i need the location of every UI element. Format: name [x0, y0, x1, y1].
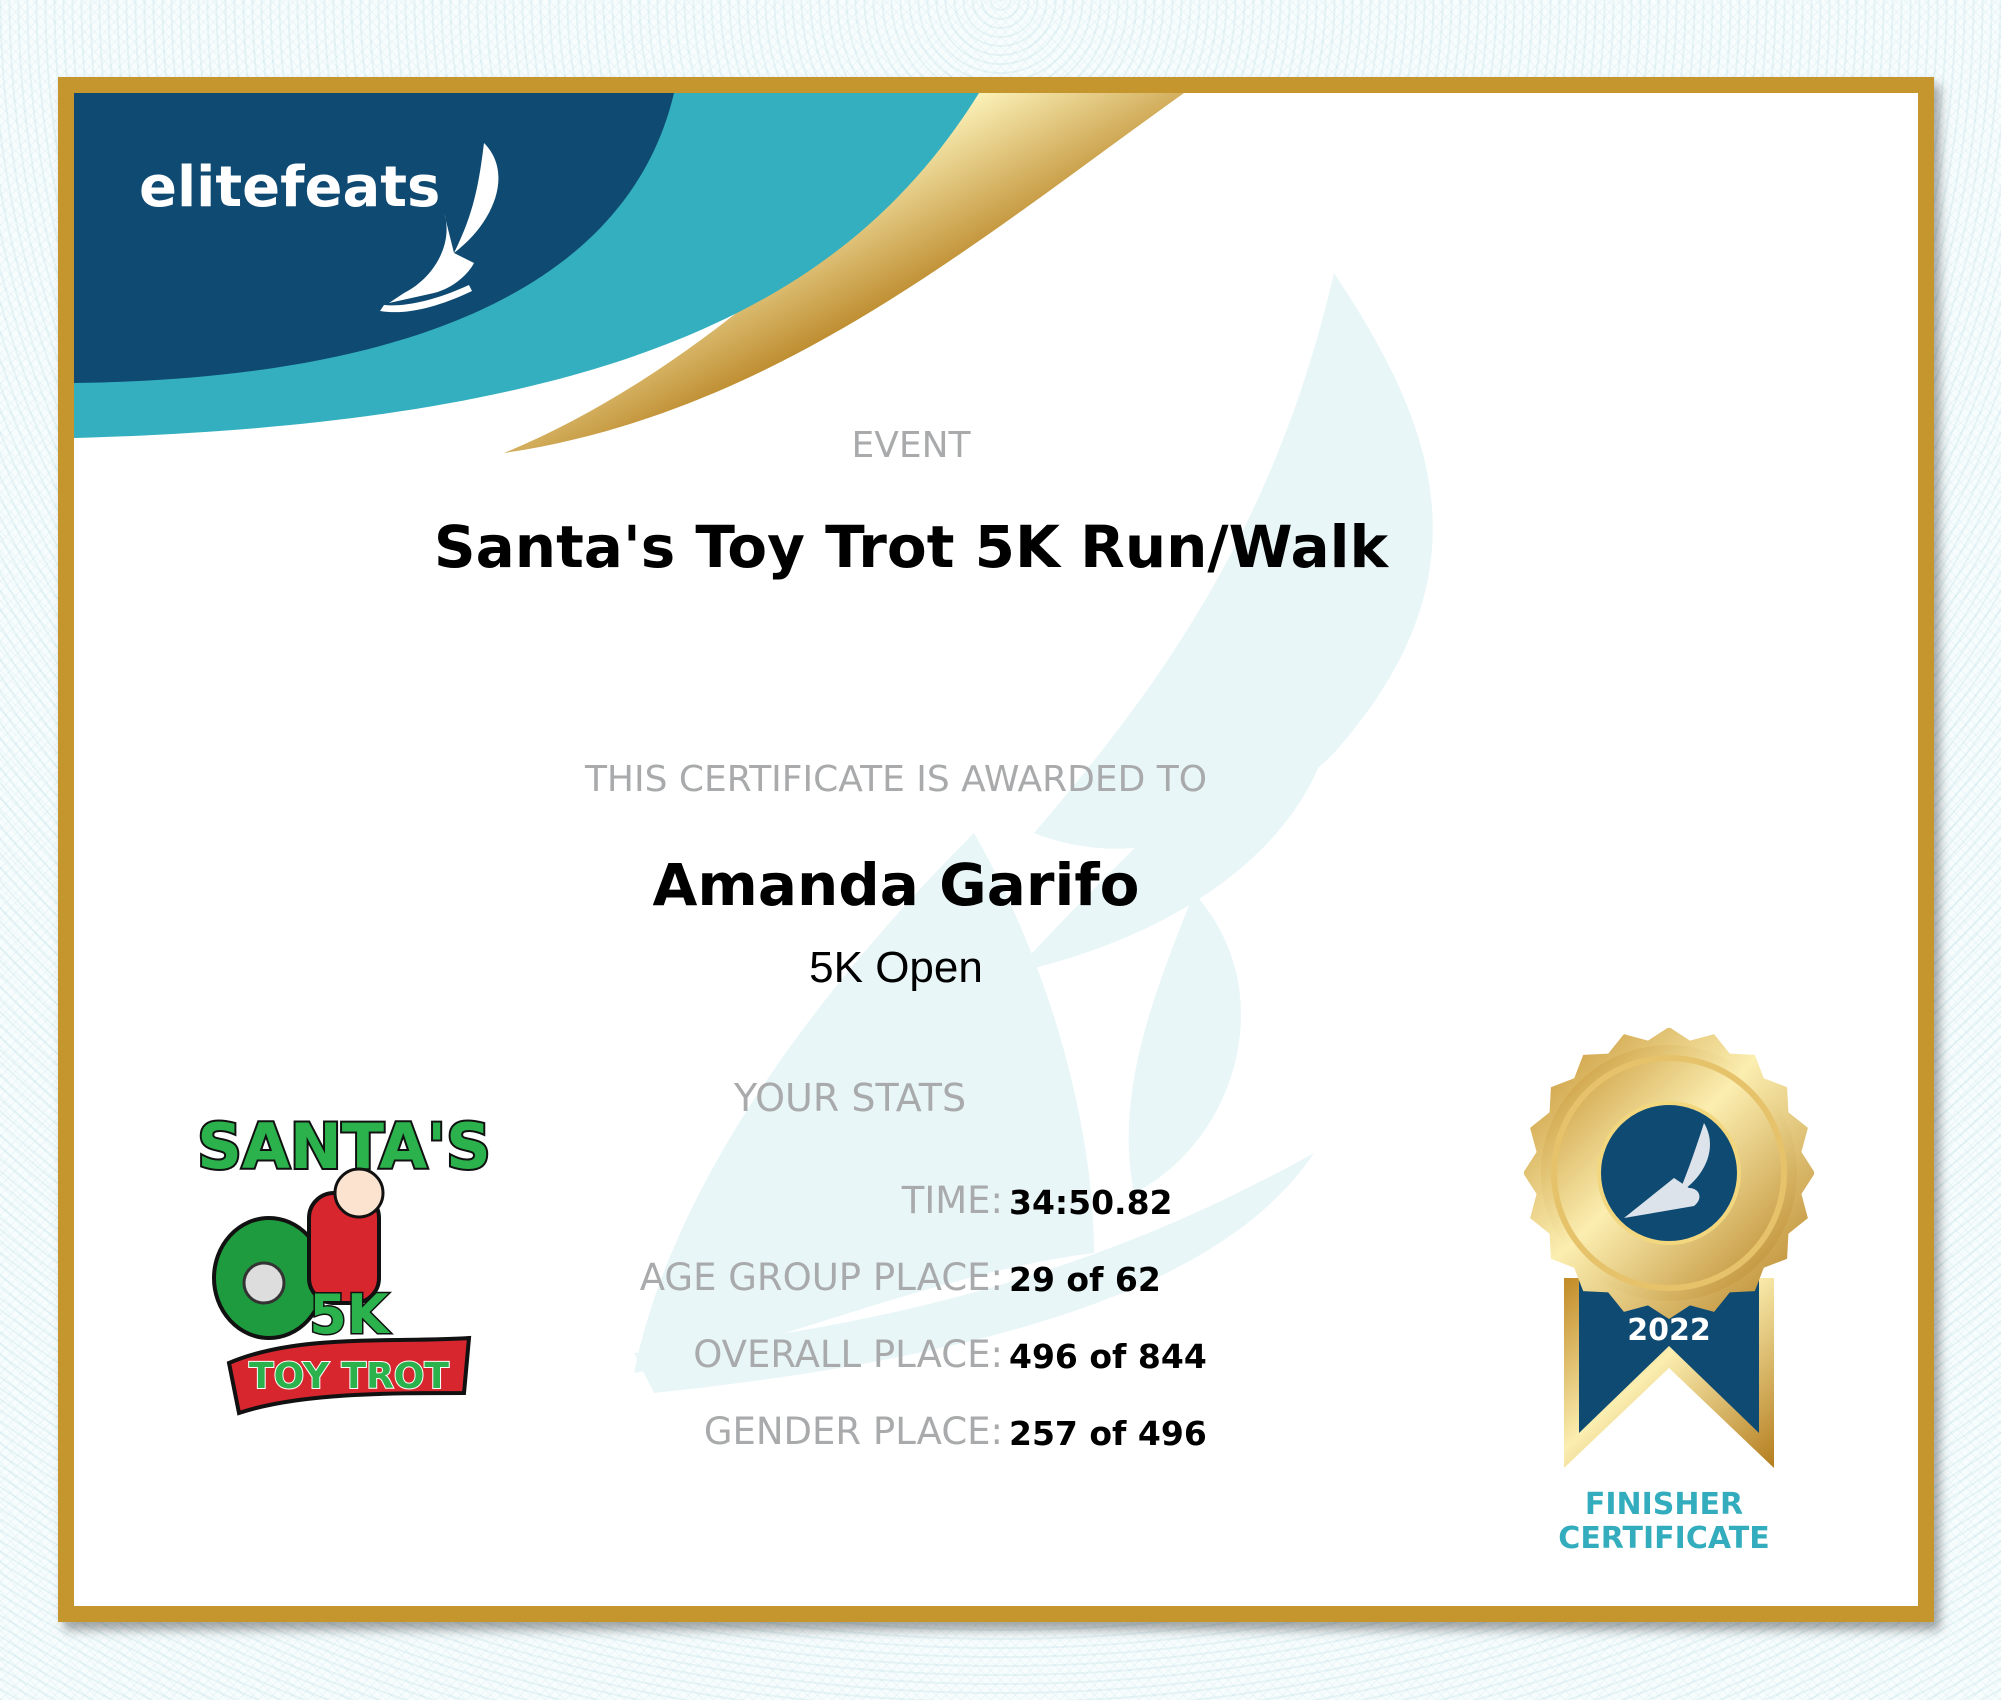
stat-value: 496 of 844 — [1009, 1337, 1207, 1376]
stat-row-time: TIME: 34:50.82 — [74, 1179, 1918, 1229]
stat-label: TIME: — [901, 1179, 1003, 1222]
division: 5K Open — [809, 943, 983, 992]
stat-value: 34:50.82 — [1009, 1183, 1173, 1222]
recipient-name: Amanda Garifo — [652, 851, 1140, 919]
medal-year: 2022 — [1627, 1313, 1711, 1348]
stat-label: GENDER PLACE: — [703, 1410, 1003, 1453]
awarded-to-label: THIS CERTIFICATE IS AWARDED TO — [584, 759, 1208, 800]
stat-row-age-group: AGE GROUP PLACE: 29 of 62 — [74, 1256, 1918, 1306]
certificate: elitefeats EVENT Santa's Toy Trot 5K Run… — [58, 77, 1934, 1622]
svg-text:5K: 5K — [309, 1283, 391, 1346]
stat-label: OVERALL PLACE: — [693, 1333, 1003, 1376]
stat-label: AGE GROUP PLACE: — [639, 1256, 1003, 1299]
stat-row-gender: GENDER PLACE: 257 of 496 — [74, 1410, 1918, 1460]
stat-value: 257 of 496 — [1009, 1414, 1207, 1453]
winged-foot-icon — [1624, 1123, 1710, 1218]
winged-foot-watermark — [634, 273, 1433, 1393]
header-banner: elitefeats — [74, 93, 1184, 453]
stats-heading: YOUR STATS — [734, 1076, 967, 1120]
event-label: EVENT — [851, 425, 971, 466]
finisher-line1: FINISHER — [1584, 1487, 1744, 1522]
event-title: Santa's Toy Trot 5K Run/Walk — [433, 513, 1389, 581]
svg-text:TOY TROT: TOY TROT — [249, 1356, 449, 1397]
stat-value: 29 of 62 — [1009, 1260, 1161, 1299]
event-logo: SANTA'S 5K TOY TROT — [199, 1108, 489, 1416]
finisher-certificate-label: FINISHER CERTIFICATE — [1514, 1488, 1814, 1556]
finisher-line2: CERTIFICATE — [1558, 1521, 1770, 1556]
stat-row-overall: OVERALL PLACE: 496 of 844 — [74, 1333, 1918, 1383]
svg-text:SANTA'S: SANTA'S — [199, 1110, 489, 1183]
winged-foot-icon — [380, 143, 499, 313]
brand-logo-text: elitefeats — [139, 155, 440, 220]
finisher-medal: 2022 — [1524, 1028, 1814, 1468]
